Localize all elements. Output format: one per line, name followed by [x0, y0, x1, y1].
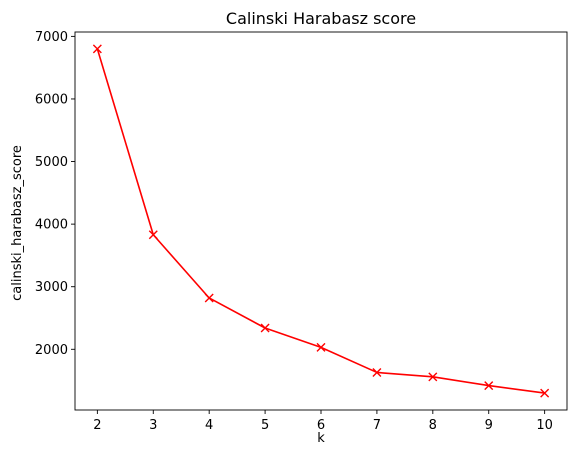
data-point-marker [372, 367, 382, 377]
data-point-marker [484, 381, 494, 391]
data-point-marker [540, 388, 550, 398]
x-tick-label: 7 [373, 418, 381, 433]
y-tick-label: 7000 [35, 30, 68, 45]
y-axis-label: calinski_harabasz_score [10, 145, 25, 301]
y-tick-label: 6000 [35, 92, 68, 107]
x-tick-label: 3 [149, 418, 157, 433]
x-tick-label: 6 [317, 418, 325, 433]
data-point-marker [428, 372, 438, 382]
x-tick-label: 2 [93, 418, 101, 433]
y-tick-label: 5000 [35, 155, 68, 170]
x-tick-label: 4 [205, 418, 213, 433]
y-tick-label: 2000 [35, 343, 68, 358]
x-tick-label: 5 [261, 418, 269, 433]
y-tick-label: 4000 [35, 218, 68, 233]
data-point-marker [148, 230, 158, 240]
x-axis-label: k [317, 431, 325, 446]
data-point-marker [92, 44, 102, 54]
plot-area: 2 3 4 5 6 7 8 9 10 2000 3000 4000 5000 6000 7000 [35, 30, 568, 433]
x-tick-label: 10 [536, 418, 553, 433]
y-tick-label: 3000 [35, 280, 68, 295]
x-tick-label: 8 [429, 418, 437, 433]
x-tick-label: 9 [485, 418, 493, 433]
chart-title: Calinski Harabasz score [226, 9, 416, 28]
data-point-marker [260, 323, 270, 333]
data-point-marker [204, 293, 214, 303]
data-point-marker [316, 342, 326, 352]
